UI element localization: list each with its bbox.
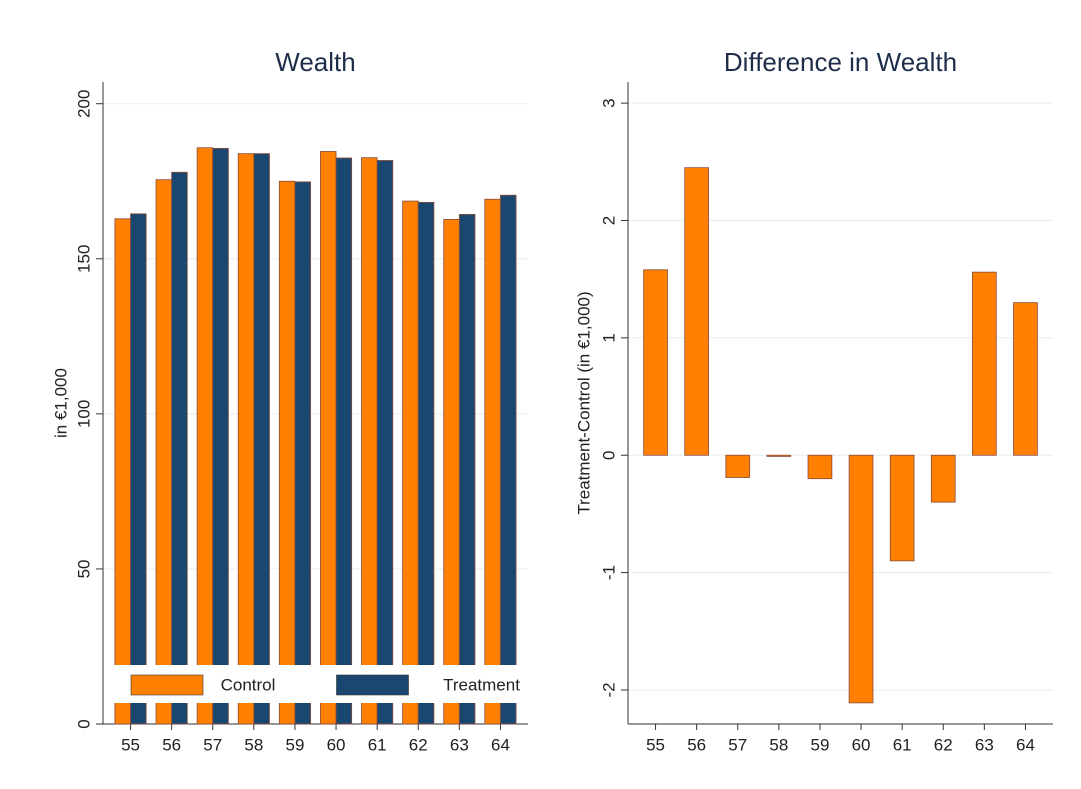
chart-title: Difference in Wealth bbox=[724, 47, 957, 77]
y-tick-label: 100 bbox=[74, 400, 93, 428]
bar bbox=[320, 151, 337, 725]
x-tick-label: 64 bbox=[1016, 735, 1035, 754]
bar bbox=[171, 171, 188, 725]
y-axis-label: in €1,000 bbox=[51, 368, 70, 438]
y-tick-label: 1 bbox=[599, 333, 618, 342]
bar bbox=[196, 147, 214, 725]
y-tick-label: 0 bbox=[74, 719, 93, 728]
x-tick-label: 63 bbox=[450, 735, 469, 754]
bar bbox=[972, 271, 997, 456]
bar bbox=[930, 454, 956, 503]
y-axis-label: Treatment-Control (in €1,000) bbox=[574, 291, 593, 514]
bar bbox=[361, 157, 378, 725]
y-tick-label: 2 bbox=[599, 216, 618, 225]
legend-swatch bbox=[130, 674, 204, 696]
y-tick-label: -2 bbox=[599, 682, 618, 697]
x-tick-label: 64 bbox=[491, 735, 510, 754]
x-tick-label: 58 bbox=[244, 735, 263, 754]
bar bbox=[237, 153, 255, 725]
bar bbox=[889, 454, 915, 562]
x-tick-label: 63 bbox=[975, 735, 994, 754]
bar bbox=[253, 153, 270, 725]
legend-swatch bbox=[336, 674, 409, 696]
bar bbox=[807, 454, 833, 480]
x-tick-label: 62 bbox=[934, 735, 953, 754]
x-tick-label: 57 bbox=[728, 735, 747, 754]
legend-label: Treatment bbox=[443, 675, 520, 694]
bar bbox=[766, 454, 792, 457]
x-tick-label: 57 bbox=[203, 735, 222, 754]
bar bbox=[1013, 302, 1038, 456]
y-tick-label: 150 bbox=[74, 245, 93, 273]
bar bbox=[417, 201, 435, 725]
bar bbox=[443, 218, 460, 725]
bar bbox=[278, 180, 296, 725]
bar bbox=[725, 454, 751, 478]
x-tick-label: 62 bbox=[409, 735, 428, 754]
x-tick-label: 58 bbox=[769, 735, 788, 754]
bar bbox=[500, 194, 517, 725]
y-tick-label: -1 bbox=[599, 565, 618, 580]
y-tick-label: 3 bbox=[599, 98, 618, 107]
bar bbox=[643, 269, 668, 456]
bar bbox=[458, 214, 476, 725]
x-tick-label: 55 bbox=[646, 735, 665, 754]
x-tick-label: 61 bbox=[368, 735, 387, 754]
bar bbox=[684, 167, 709, 456]
bar bbox=[155, 179, 173, 725]
bar bbox=[402, 200, 419, 725]
x-tick-label: 59 bbox=[810, 735, 829, 754]
legend-label: Control bbox=[221, 675, 276, 694]
bar bbox=[114, 218, 131, 725]
x-tick-label: 56 bbox=[162, 735, 181, 754]
bar bbox=[335, 157, 353, 725]
x-tick-label: 55 bbox=[121, 735, 140, 754]
bar bbox=[484, 198, 501, 725]
bar bbox=[130, 213, 147, 725]
bar bbox=[848, 454, 874, 704]
bar bbox=[376, 160, 394, 725]
bar bbox=[212, 147, 229, 725]
x-tick-label: 56 bbox=[687, 735, 706, 754]
x-tick-label: 60 bbox=[327, 735, 346, 754]
y-tick-label: 0 bbox=[599, 450, 618, 459]
bar bbox=[294, 181, 311, 725]
y-tick-label: 50 bbox=[74, 559, 93, 578]
y-tick-label: 200 bbox=[74, 90, 93, 118]
x-tick-label: 60 bbox=[852, 735, 871, 754]
chart-title: Wealth bbox=[275, 47, 355, 77]
x-tick-label: 61 bbox=[893, 735, 912, 754]
x-tick-label: 59 bbox=[285, 735, 304, 754]
